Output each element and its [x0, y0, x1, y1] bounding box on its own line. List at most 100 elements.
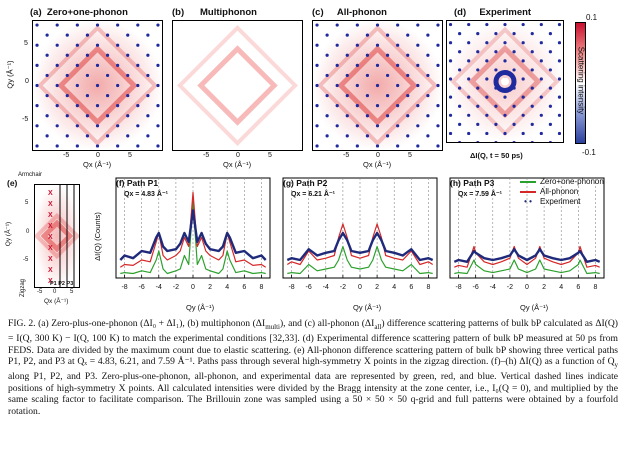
x-tick: 5	[268, 152, 272, 159]
bragg-peak	[530, 122, 534, 126]
diffuse-glow	[172, 20, 303, 151]
bragg-peak	[530, 50, 534, 54]
bragg-peak	[467, 22, 471, 27]
panel-c-header: (c) All-phonon	[312, 7, 387, 18]
bragg-peak	[355, 104, 359, 108]
bragg-peak	[396, 23, 400, 27]
bragg-peak	[156, 83, 160, 88]
bragg-peak	[557, 59, 562, 63]
panel-b-heatmap	[172, 20, 303, 151]
caption-part-4: along P1, P2, and P3. Zero-plus-one-phon…	[8, 371, 618, 417]
panel-h-qx: Qx = 7.59 Å⁻¹	[458, 191, 502, 198]
bragg-peak	[375, 83, 380, 88]
bragg-peak	[512, 50, 516, 54]
bragg-peak	[548, 104, 552, 108]
bragg-peak	[494, 104, 498, 108]
panel-f-letter: (f)	[116, 178, 125, 188]
bragg-peak	[345, 53, 349, 57]
bragg-peak	[325, 73, 329, 78]
panel-c-x-label: Qx (Å⁻¹)	[363, 160, 392, 169]
bragg-peak	[557, 77, 562, 81]
bragg-peak	[494, 32, 498, 36]
bragg-peak	[416, 104, 420, 108]
bragg-peak	[406, 53, 410, 57]
panel-a-header: (a) Zero+one-phonon	[30, 7, 128, 18]
bragg-peak	[365, 73, 370, 78]
bragg-peak	[530, 104, 534, 108]
e-y-tick: 0	[26, 229, 30, 235]
bragg-peak	[416, 43, 420, 47]
bragg-peak	[325, 134, 329, 138]
diffuse-diamond	[337, 45, 418, 126]
x-tick-label: -4	[156, 284, 162, 291]
bragg-peak	[375, 63, 380, 67]
diffuse-diamond	[197, 45, 278, 126]
panel-frame	[32, 20, 163, 151]
bragg-peak	[325, 33, 329, 37]
caption-part-1: FIG. 2. (a) Zero-plus-one-phonon (ΔI₀ + …	[8, 318, 266, 329]
bragg-peak	[95, 83, 100, 88]
bragg-peak	[55, 124, 59, 128]
panel-b-header: (b) Multiphonon	[172, 7, 257, 18]
e-x-tick: -5	[37, 289, 43, 295]
panel-e-letter: (e)	[7, 178, 18, 188]
x-tick: -5	[203, 152, 210, 159]
bragg-peak	[315, 83, 319, 88]
bragg-peak	[416, 124, 420, 128]
bragg-peak	[375, 104, 380, 108]
bragg-peak	[75, 144, 79, 148]
bragg-peak	[55, 43, 59, 47]
bragg-peak	[335, 83, 339, 88]
bragg-peak	[448, 41, 453, 45]
bragg-peak	[85, 93, 90, 98]
bragg-peak	[156, 63, 160, 67]
bragg-peak	[325, 93, 329, 98]
bragg-peak	[116, 43, 120, 47]
bragg-peak	[539, 77, 543, 81]
y-tick: 5	[24, 40, 28, 47]
bragg-peak	[530, 86, 534, 90]
bragg-peak	[458, 86, 462, 90]
caption-part-2: ), and (c) all-phonon (ΔI	[279, 318, 375, 329]
bragg-peak	[521, 41, 525, 45]
bragg-peak	[503, 131, 507, 136]
bragg-peak	[325, 114, 329, 118]
bragg-peak	[35, 144, 39, 148]
bragg-peak	[448, 77, 453, 81]
bragg-peak	[448, 59, 453, 63]
x-tick-label: -8	[455, 284, 461, 291]
path-p2-label: P2	[58, 281, 65, 287]
panel-b-x-label: Qx (Å⁻¹)	[223, 160, 252, 169]
e-x-tick: 0	[53, 289, 57, 295]
bragg-peak	[406, 93, 410, 98]
central-ring	[493, 70, 517, 93]
path-p1-label: P1	[50, 281, 57, 287]
bragg-peak	[315, 104, 319, 108]
legend-label-green: Zero+one-phonon	[540, 177, 604, 186]
x-tick: -5	[63, 152, 70, 159]
bragg-peak	[146, 114, 150, 118]
bragg-peak	[156, 23, 160, 27]
bragg-peak	[436, 104, 440, 108]
panel-a-heatmap	[32, 20, 163, 151]
bragg-peak	[436, 83, 440, 88]
bragg-peak	[485, 77, 489, 81]
bragg-peak	[105, 73, 110, 78]
bragg-peak	[335, 144, 339, 148]
bragg-peak	[396, 43, 400, 47]
bragg-peak	[375, 124, 380, 128]
bragg-peak	[85, 33, 90, 37]
panel-e-zigzag-label: Zigzag	[20, 278, 27, 298]
x-tick-label: -4	[490, 284, 496, 291]
bragg-peak	[396, 144, 400, 148]
bragg-peak	[396, 63, 400, 67]
bragg-peak	[385, 134, 390, 138]
bragg-peak	[146, 33, 150, 37]
bragg-peak	[539, 95, 543, 99]
bragg-peak	[426, 114, 430, 118]
bragg-peak	[126, 114, 130, 118]
series-line-all-phonon	[286, 223, 434, 266]
bragg-peak	[521, 77, 525, 81]
x-tick-label: -4	[323, 284, 329, 291]
panel-g-title: (g) Path P2	[283, 178, 327, 188]
